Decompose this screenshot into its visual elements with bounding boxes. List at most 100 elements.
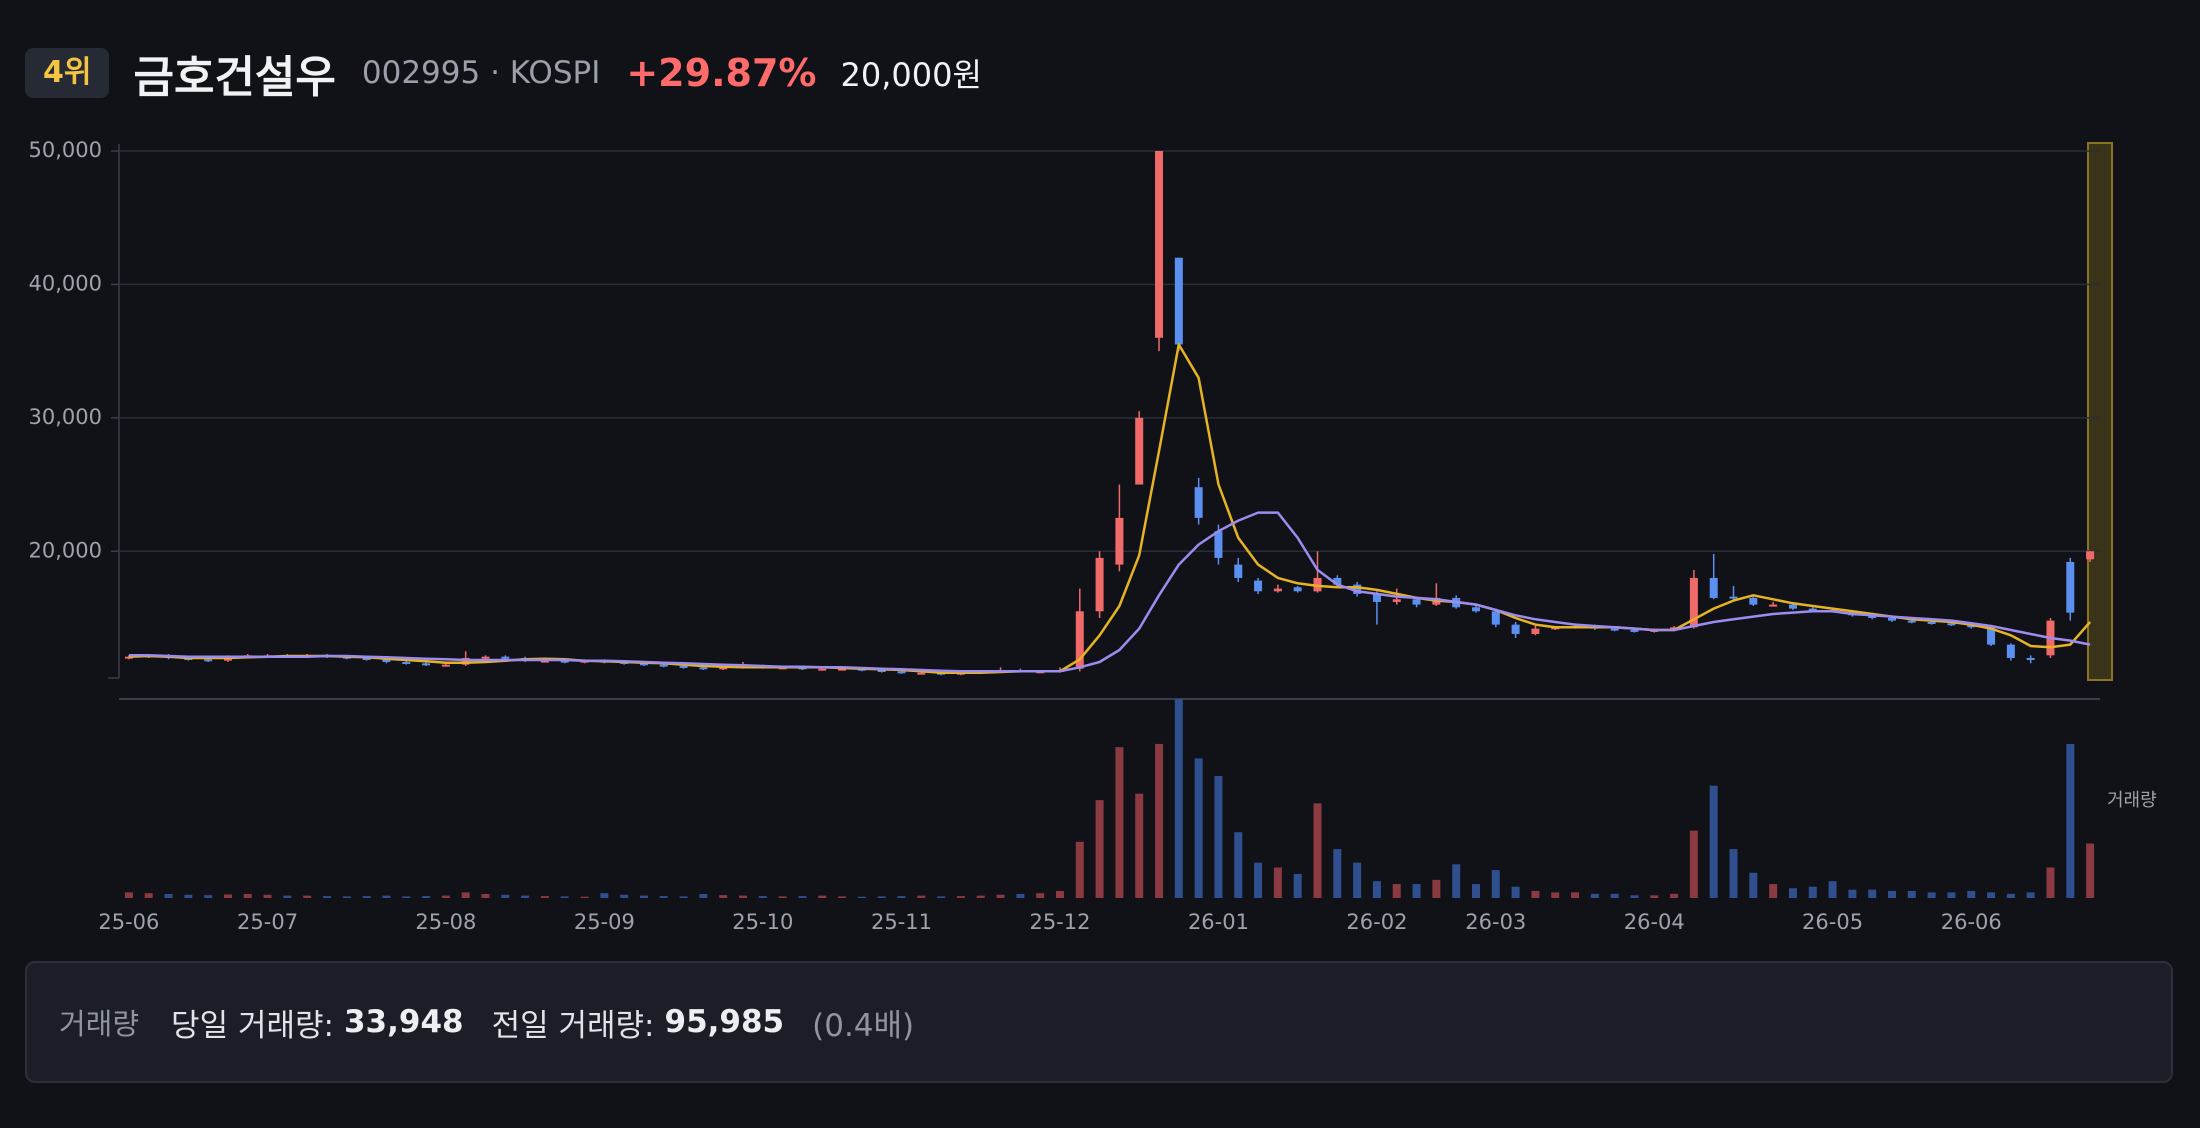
candle-body [1887, 617, 1896, 621]
volume-bar [1313, 803, 1322, 898]
volume-bar [996, 894, 1005, 898]
volume-bar [1293, 873, 1302, 898]
candle-body [719, 667, 728, 670]
volume-bar [798, 896, 807, 898]
volume-bar [1610, 893, 1619, 898]
x-tick-label: 25-12 [1029, 910, 1090, 934]
volume-bar [1788, 888, 1797, 898]
volume-bar [600, 893, 609, 898]
volume-bar [758, 896, 767, 898]
volume-bar [560, 896, 569, 898]
volume-ratio: (0.4배) [812, 1007, 915, 1044]
grid [111, 150, 2100, 553]
candle-body [1967, 624, 1976, 628]
volume-bar [184, 894, 193, 898]
volume-bar [1927, 892, 1936, 898]
candle-body [1214, 531, 1223, 558]
latest-highlight [2087, 142, 2113, 681]
volume-bar [303, 895, 312, 898]
candle-body [679, 665, 688, 668]
candle-body [1947, 623, 1956, 626]
volume-bar [1412, 884, 1421, 898]
candle-body [1511, 624, 1520, 634]
candle-body [1372, 593, 1381, 602]
candle-body [501, 656, 510, 659]
y-tick-label: 40,000 [29, 271, 102, 295]
volume-bar [1095, 800, 1104, 898]
volume-panel: 거래량 당일 거래량: 33,948 전일 거래량: 95,985 (0.4배) [25, 961, 2173, 1083]
volume-bar [441, 895, 450, 898]
candle-body [1788, 604, 1797, 609]
volume-bar [818, 895, 827, 898]
volume-bar [2046, 867, 2055, 898]
candle-body [1729, 596, 1738, 599]
candle-body [1135, 417, 1144, 485]
volume-bar [937, 896, 946, 898]
volume-bar [1650, 895, 1659, 898]
candle-body [1808, 608, 1817, 611]
volume-bar [243, 893, 252, 898]
volume-bar [956, 896, 965, 898]
candle-body [2066, 561, 2075, 613]
prev-volume: 95,985 [664, 1004, 785, 1040]
candle-body [1610, 628, 1619, 631]
candle-body [1491, 611, 1500, 625]
candle-body [1709, 577, 1718, 598]
x-tick-label: 25-09 [574, 910, 635, 934]
volume-bar [1372, 881, 1381, 898]
volume-bar [580, 896, 589, 898]
candle-body [659, 664, 668, 667]
x-tick-label: 26-04 [1624, 910, 1685, 934]
volume-bar [857, 896, 866, 898]
candle-body [1234, 564, 1243, 578]
volume-bar [1115, 747, 1124, 898]
x-tick-label: 26-03 [1465, 910, 1526, 934]
volume-bar [283, 895, 292, 898]
candle-body [2026, 657, 2035, 660]
volume-bar [897, 896, 906, 898]
candle-body [1333, 577, 1342, 585]
candle-body [917, 672, 926, 675]
candle-body [1174, 257, 1183, 345]
candle-body [1531, 628, 1540, 634]
candle-body [362, 657, 371, 660]
volume-bar [1432, 879, 1441, 898]
header: 4위 금호건설우 002995 · KOSPI +29.87% 20,000원 [25, 46, 982, 103]
volume-bar [1174, 699, 1183, 898]
candle-body [382, 659, 391, 662]
volume-bar [1907, 890, 1916, 898]
candle-body [818, 668, 827, 671]
volume-bar [540, 896, 549, 898]
volume-bar [461, 892, 470, 898]
chart: 거래량 20,000 30,000 40,000 50,000 25-06 25-07 25… [29, 138, 2157, 934]
volume-bar [1967, 890, 1976, 898]
volume-bar [1848, 889, 1857, 898]
candle-body [1115, 517, 1124, 565]
x-tick-label: 26-05 [1802, 910, 1863, 934]
candle-body [1689, 577, 1698, 628]
volume-bar [699, 893, 708, 898]
volume-bar [877, 896, 886, 898]
candle-body [402, 661, 411, 664]
marks [124, 151, 2095, 898]
volume-bar [1273, 867, 1282, 898]
volume-bar [1769, 884, 1778, 898]
volume-bar [659, 896, 668, 898]
volume-bar [422, 896, 431, 898]
volume-bar [2006, 893, 2015, 898]
stock-name: 금호건설우 [133, 52, 336, 103]
volume-bar [1551, 892, 1560, 898]
volume-bar [342, 896, 351, 898]
candle-body [481, 656, 490, 659]
rank-badge: 4위 [25, 48, 110, 98]
candle-body [897, 671, 906, 674]
x-tick-label: 25-07 [237, 910, 298, 934]
x-tick-label: 25-06 [98, 910, 159, 934]
volume-bar [917, 895, 926, 898]
candle-body [1155, 151, 1164, 338]
x-tick-label: 26-02 [1346, 910, 1407, 934]
y-tick-label: 20,000 [29, 538, 102, 562]
volume-bar [1333, 849, 1342, 898]
candle-body [1273, 588, 1282, 592]
volume-bar [1808, 886, 1817, 898]
